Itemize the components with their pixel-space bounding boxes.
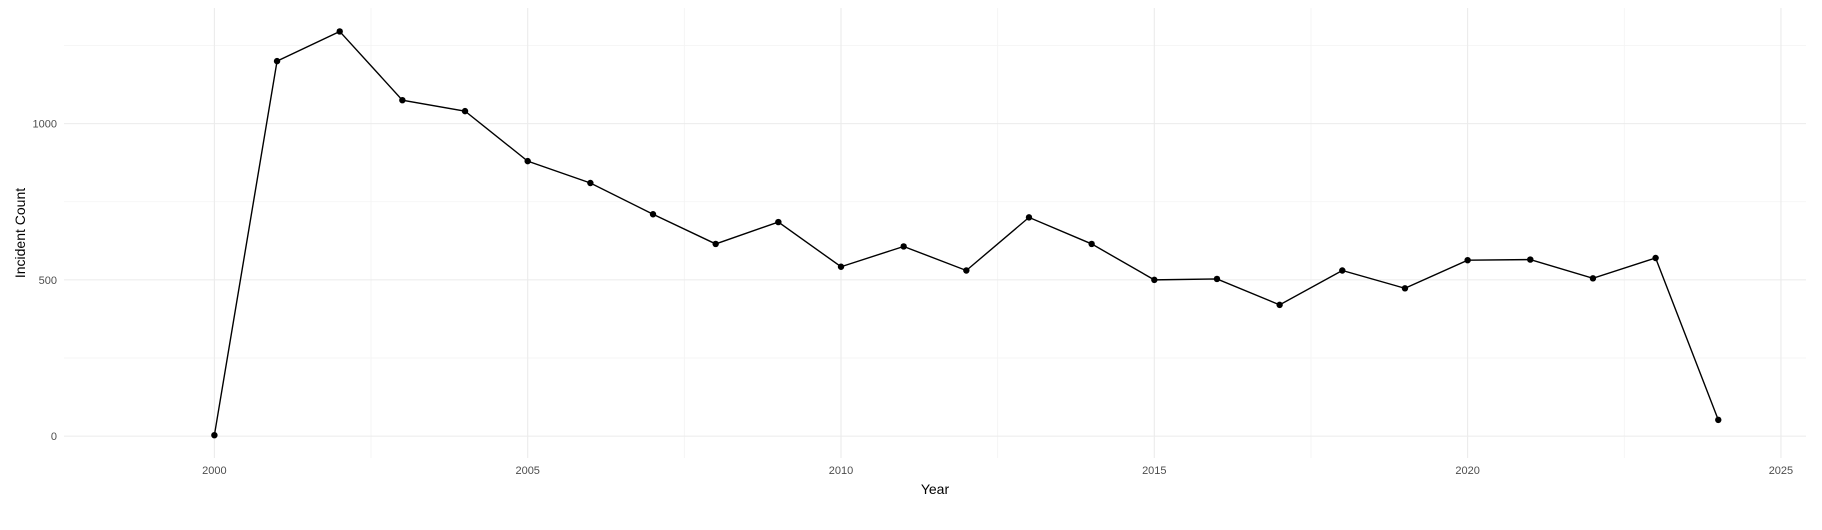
- data-point: [775, 218, 782, 226]
- data-point: [1464, 256, 1471, 264]
- series-line: [213, 30, 1719, 436]
- data-point: [963, 267, 970, 274]
- data-point: [587, 179, 594, 187]
- data-point: [1715, 416, 1722, 424]
- data-point: [837, 263, 845, 270]
- x-tick-label: 2010: [829, 465, 853, 477]
- data-point: [524, 157, 531, 165]
- data-point: [1339, 267, 1346, 274]
- data-point: [336, 28, 343, 35]
- data-point: [1088, 240, 1095, 248]
- data-point: [1527, 256, 1534, 263]
- x-tick-label: 2020: [1455, 465, 1479, 477]
- minor-gridlines: [64, 8, 1806, 458]
- data-point: [1401, 285, 1409, 292]
- data-point: [712, 240, 719, 248]
- x-axis-ticks: 2000 2005 2010 2015 2020 2025: [202, 465, 1793, 477]
- x-tick-label: 2000: [202, 465, 226, 477]
- x-tick-label: 2015: [1142, 465, 1166, 477]
- x-tick-label: 2025: [1769, 465, 1793, 477]
- y-tick-label: 1000: [33, 119, 57, 131]
- y-axis-title: Incident Count: [12, 188, 28, 278]
- data-point: [900, 243, 907, 250]
- data-point: [273, 57, 281, 65]
- major-gridlines: [64, 8, 1806, 458]
- y-axis-ticks: 0 500 1000: [33, 119, 57, 444]
- data-point: [649, 211, 657, 218]
- data-point: [399, 96, 406, 104]
- series-layer: [211, 28, 1722, 439]
- y-tick-label: 500: [39, 275, 57, 287]
- data-point: [461, 107, 469, 115]
- data-point: [1213, 275, 1221, 283]
- data-point: [1025, 214, 1033, 221]
- data-point: [1589, 275, 1597, 282]
- x-tick-label: 2005: [515, 465, 539, 477]
- y-tick-label: 0: [51, 431, 57, 443]
- data-point: [1276, 301, 1283, 309]
- data-point: [1151, 276, 1158, 284]
- data-point: [1652, 254, 1659, 262]
- x-axis-title: Year: [921, 481, 950, 497]
- data-point: [211, 431, 218, 439]
